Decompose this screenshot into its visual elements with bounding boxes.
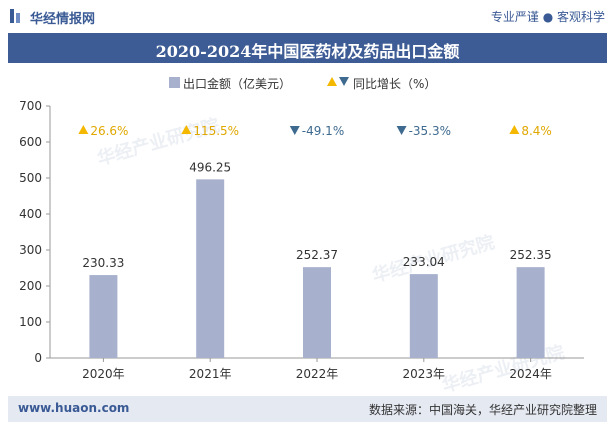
x-tick-label: 2023年 (403, 367, 446, 381)
brand-logo-icon (10, 9, 24, 23)
bar (303, 267, 331, 358)
growth-down-triangle-icon (396, 126, 407, 135)
title-bar: 2020-2024年中国医药材及药品出口金额 (8, 33, 607, 63)
bar-value-label: 233.04 (403, 255, 445, 269)
growth-down-triangle-icon (289, 126, 300, 135)
bar (409, 274, 438, 358)
bar (516, 267, 545, 358)
growth-label: -35.3% (409, 124, 451, 138)
chart-title: 2020-2024年中国医药材及药品出口金额 (155, 42, 460, 61)
y-tick-label: 400 (19, 207, 42, 221)
growth-label: -49.1% (302, 124, 344, 138)
y-tick-label: 300 (19, 243, 42, 257)
x-tick-label: 2022年 (296, 367, 339, 381)
slogan: 专业严谨 ● 客观科学 (490, 10, 605, 24)
growth-label: 8.4% (521, 124, 552, 138)
y-tick-label: 200 (19, 279, 42, 293)
y-tick-label: 100 (19, 315, 42, 329)
growth-label: 26.6% (90, 124, 128, 138)
bar (196, 179, 225, 358)
legend-up-triangle-icon (327, 77, 337, 86)
y-tick-label: 500 (19, 171, 42, 185)
y-tick-label: 700 (19, 99, 42, 113)
bar-value-label: 252.37 (296, 248, 338, 262)
growth-label: 115.5% (193, 124, 239, 138)
legend-label-growth: 同比增长（%） (353, 77, 437, 91)
growth-up-triangle-icon (509, 125, 520, 134)
x-tick-label: 2021年 (189, 367, 232, 381)
bar-chart: 0 100 200 300 400 500 600 700 230.33 2020年 26.6% 49… (19, 99, 584, 381)
legend-swatch-export (169, 77, 180, 88)
growth-up-triangle-icon (78, 125, 89, 134)
top-bar: 华经情报网 专业严谨 ● 客观科学 (0, 0, 615, 32)
brand-name: 华经情报网 (30, 12, 96, 27)
footer-website: www.huaon.com (18, 401, 130, 415)
bar-value-label: 252.35 (510, 248, 552, 262)
chart-legend: 出口金额（亿美元） 同比增长（%） (0, 74, 615, 92)
y-tick-label: 600 (19, 135, 42, 149)
footer-source: 数据来源：中国海关，华经产业研究院整理 (368, 403, 597, 417)
legend-label-export: 出口金额（亿美元） (183, 77, 292, 91)
footer: www.huaon.com 数据来源：中国海关，华经产业研究院整理 (8, 396, 607, 422)
x-tick-label: 2020年 (82, 367, 125, 381)
bar-value-label: 496.25 (189, 160, 231, 174)
y-tick-label: 0 (34, 351, 42, 365)
bar-value-label: 230.33 (82, 256, 124, 270)
legend-down-triangle-icon (339, 77, 349, 86)
growth-up-triangle-icon (181, 125, 192, 134)
x-tick-label: 2024年 (509, 367, 552, 381)
bar (89, 275, 118, 358)
